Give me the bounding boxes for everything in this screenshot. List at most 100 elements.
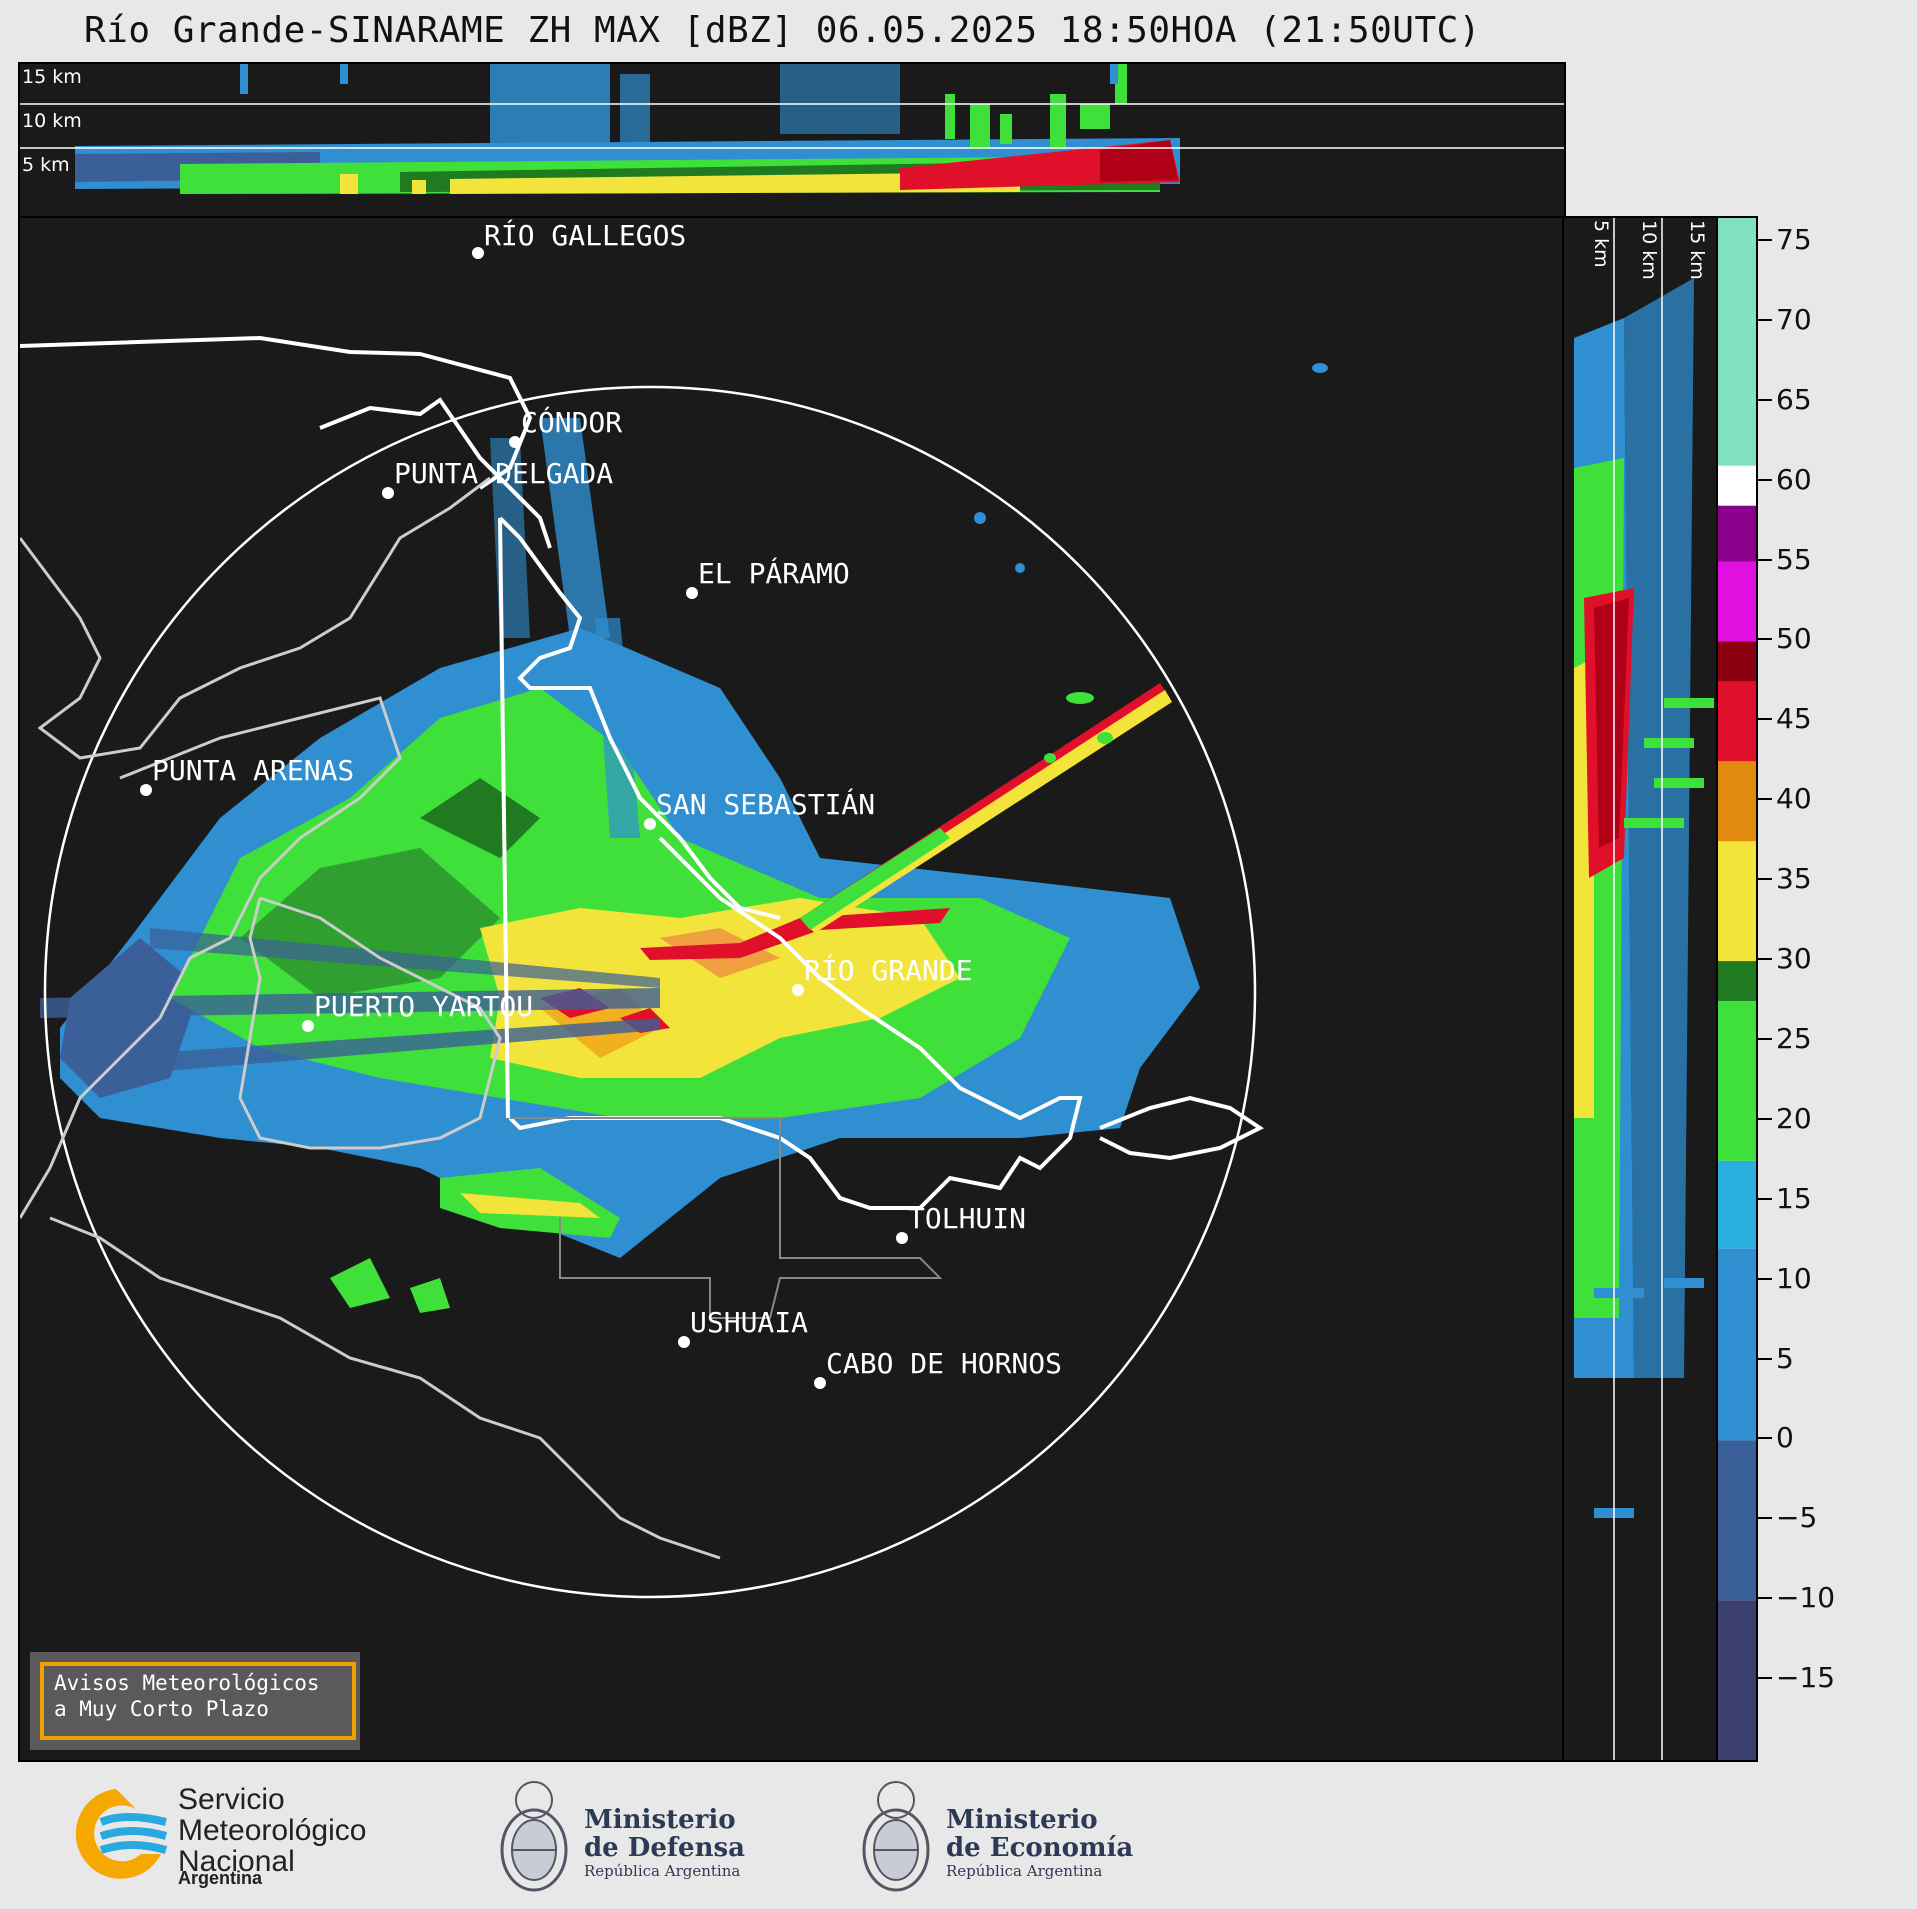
colorbar-tick bbox=[1758, 718, 1772, 721]
colorbar-tick bbox=[1758, 1517, 1772, 1520]
colorbar-tick-label: 60 bbox=[1776, 462, 1812, 496]
economia-line-3: República Argentina bbox=[946, 1862, 1103, 1880]
colorbar-tick-label: 15 bbox=[1776, 1181, 1812, 1215]
colorbar-tick-label: 50 bbox=[1776, 622, 1812, 656]
city-label: EL PÁRAMO bbox=[698, 556, 850, 590]
smn-country: Argentina bbox=[178, 1868, 263, 1888]
colorbar-band bbox=[1718, 761, 1756, 842]
side-altitude-label-5km: 5 km bbox=[1590, 220, 1612, 268]
colorbar-tick bbox=[1758, 1117, 1772, 1120]
colorbar-tick bbox=[1758, 1437, 1772, 1440]
notice-frame[interactable]: Avisos Meteorológicos a Muy Corto Plazo bbox=[40, 1662, 356, 1740]
colorbar-tick bbox=[1758, 238, 1772, 241]
defensa-line-3: República Argentina bbox=[584, 1862, 741, 1880]
colorbar-tick bbox=[1758, 1597, 1772, 1600]
colorbar-tick bbox=[1758, 1197, 1772, 1200]
border-line-north bbox=[498, 516, 781, 920]
city-label: TOLHUIN bbox=[908, 1202, 1026, 1235]
colorbar-band bbox=[1718, 218, 1756, 466]
colorbar-tick-label: 55 bbox=[1776, 542, 1812, 576]
colorbar-band bbox=[1718, 841, 1756, 962]
colorbar-tick bbox=[1758, 558, 1772, 561]
border-line-vertical bbox=[498, 517, 510, 1119]
coastline-tierra-del-fuego-east bbox=[508, 836, 1083, 1210]
city-marker bbox=[509, 436, 521, 448]
colorbar-tick-label: 65 bbox=[1776, 382, 1812, 416]
colorbar-band bbox=[1718, 1440, 1756, 1601]
provincial-division bbox=[510, 1117, 943, 1319]
colorbar-tick bbox=[1758, 1677, 1772, 1680]
colorbar-band bbox=[1718, 505, 1756, 562]
side-altitude-gridlines bbox=[1613, 218, 1663, 1760]
colorbar-band bbox=[1718, 1000, 1756, 1161]
colorbar-tick bbox=[1758, 1037, 1772, 1040]
colorbar-band bbox=[1718, 961, 1756, 1001]
colorbar-tick-label: 45 bbox=[1776, 702, 1812, 736]
side-cross-section-echoes bbox=[1574, 278, 1714, 1518]
economia-line-2: de Economía bbox=[946, 1833, 1134, 1863]
colorbar-tick-label: 30 bbox=[1776, 942, 1812, 976]
notice-box: Avisos Meteorológicos a Muy Corto Plazo bbox=[30, 1652, 360, 1750]
city-label: RÍO GALLEGOS bbox=[484, 218, 686, 252]
colorbar-tick bbox=[1758, 1357, 1772, 1360]
colorbar-tick bbox=[1758, 478, 1772, 481]
colorbar-tick bbox=[1758, 398, 1772, 401]
top-altitude-gridlines bbox=[20, 103, 1564, 149]
coastline-isla-de-los-estados bbox=[1099, 1095, 1264, 1161]
city-marker bbox=[302, 1020, 314, 1032]
city-marker bbox=[382, 487, 394, 499]
defensa-coat-of-arms-icon bbox=[500, 1781, 568, 1892]
smn-logo-icon bbox=[75, 1789, 168, 1879]
top-altitude-label-10km: 10 km bbox=[22, 110, 82, 132]
colorbar-tick-label: 35 bbox=[1776, 862, 1812, 896]
colorbar-band bbox=[1718, 1160, 1756, 1249]
city-marker bbox=[896, 1232, 908, 1244]
smn-line-1: Servicio bbox=[178, 1783, 285, 1816]
smn-line-2: Meteorológico bbox=[178, 1814, 367, 1847]
city-label: CÓNDOR bbox=[521, 405, 622, 439]
city-label: USHUAIA bbox=[690, 1306, 808, 1339]
colorbar-band bbox=[1718, 681, 1756, 762]
colorbar-band bbox=[1718, 1600, 1756, 1760]
colorbar-band bbox=[1718, 465, 1756, 506]
notice-line-2: a Muy Corto Plazo bbox=[54, 1697, 269, 1721]
city-marker bbox=[644, 818, 656, 830]
top-cross-section-panel: 15 km 10 km 5 km bbox=[18, 62, 1566, 220]
national-border bbox=[20, 335, 533, 490]
city-markers: RÍO GALLEGOS CÓNDOR PUNTA DELGADA EL PÁRAMO… bbox=[140, 218, 1062, 1389]
page-title: Río Grande-SINARAME ZH MAX [dBZ] 06.05.2… bbox=[84, 10, 1481, 51]
colorbar-tick-label: 5 bbox=[1776, 1341, 1794, 1375]
colorbar-tick-label: 0 bbox=[1776, 1421, 1794, 1455]
colorbar-tick-label: 20 bbox=[1776, 1101, 1812, 1135]
colorbar-tick-label: −10 bbox=[1776, 1581, 1836, 1615]
coastline-rio-gallegos bbox=[319, 397, 552, 549]
radar-echoes bbox=[40, 363, 1328, 1313]
top-cross-section-echoes bbox=[75, 64, 1180, 194]
colorbar-tick bbox=[1758, 318, 1772, 321]
top-altitude-label-15km: 15 km bbox=[22, 66, 82, 88]
coastline-chile bbox=[20, 476, 491, 760]
city-marker bbox=[678, 1336, 690, 1348]
smn-logo-text: Servicio Meteorológico Nacional bbox=[178, 1784, 366, 1877]
map-geography bbox=[20, 335, 1264, 1599]
colorbar-tick bbox=[1758, 638, 1772, 641]
economia-line-1: Ministerio bbox=[946, 1805, 1098, 1835]
city-label: SAN SEBASTIÁN bbox=[656, 787, 875, 821]
radar-map-panel: RÍO GALLEGOS CÓNDOR PUNTA DELGADA EL PÁRAMO… bbox=[18, 216, 1566, 1762]
colorbar-band bbox=[1718, 641, 1756, 682]
coastline-brunswick bbox=[20, 696, 402, 1219]
side-cross-section-panel: 5 km 10 km 15 km bbox=[1562, 216, 1718, 1762]
city-label: PUNTA DELGADA bbox=[394, 457, 613, 490]
notice-line-1: Avisos Meteorológicos bbox=[54, 1671, 320, 1695]
coastline-south-islands bbox=[49, 1216, 721, 1560]
side-altitude-label-15km: 15 km bbox=[1686, 220, 1708, 280]
colorbar-tick bbox=[1758, 958, 1772, 961]
colorbar-tick-label: 75 bbox=[1776, 222, 1812, 256]
colorbar-gradient bbox=[1718, 218, 1756, 1760]
top-altitude-label-5km: 5 km bbox=[22, 154, 70, 176]
city-marker bbox=[814, 1377, 826, 1389]
coastline-isla-grande-south bbox=[238, 896, 502, 1150]
city-label: CABO DE HORNOS bbox=[826, 1347, 1062, 1380]
colorbar-band bbox=[1718, 561, 1756, 642]
colorbar-tick-label: 70 bbox=[1776, 302, 1812, 336]
